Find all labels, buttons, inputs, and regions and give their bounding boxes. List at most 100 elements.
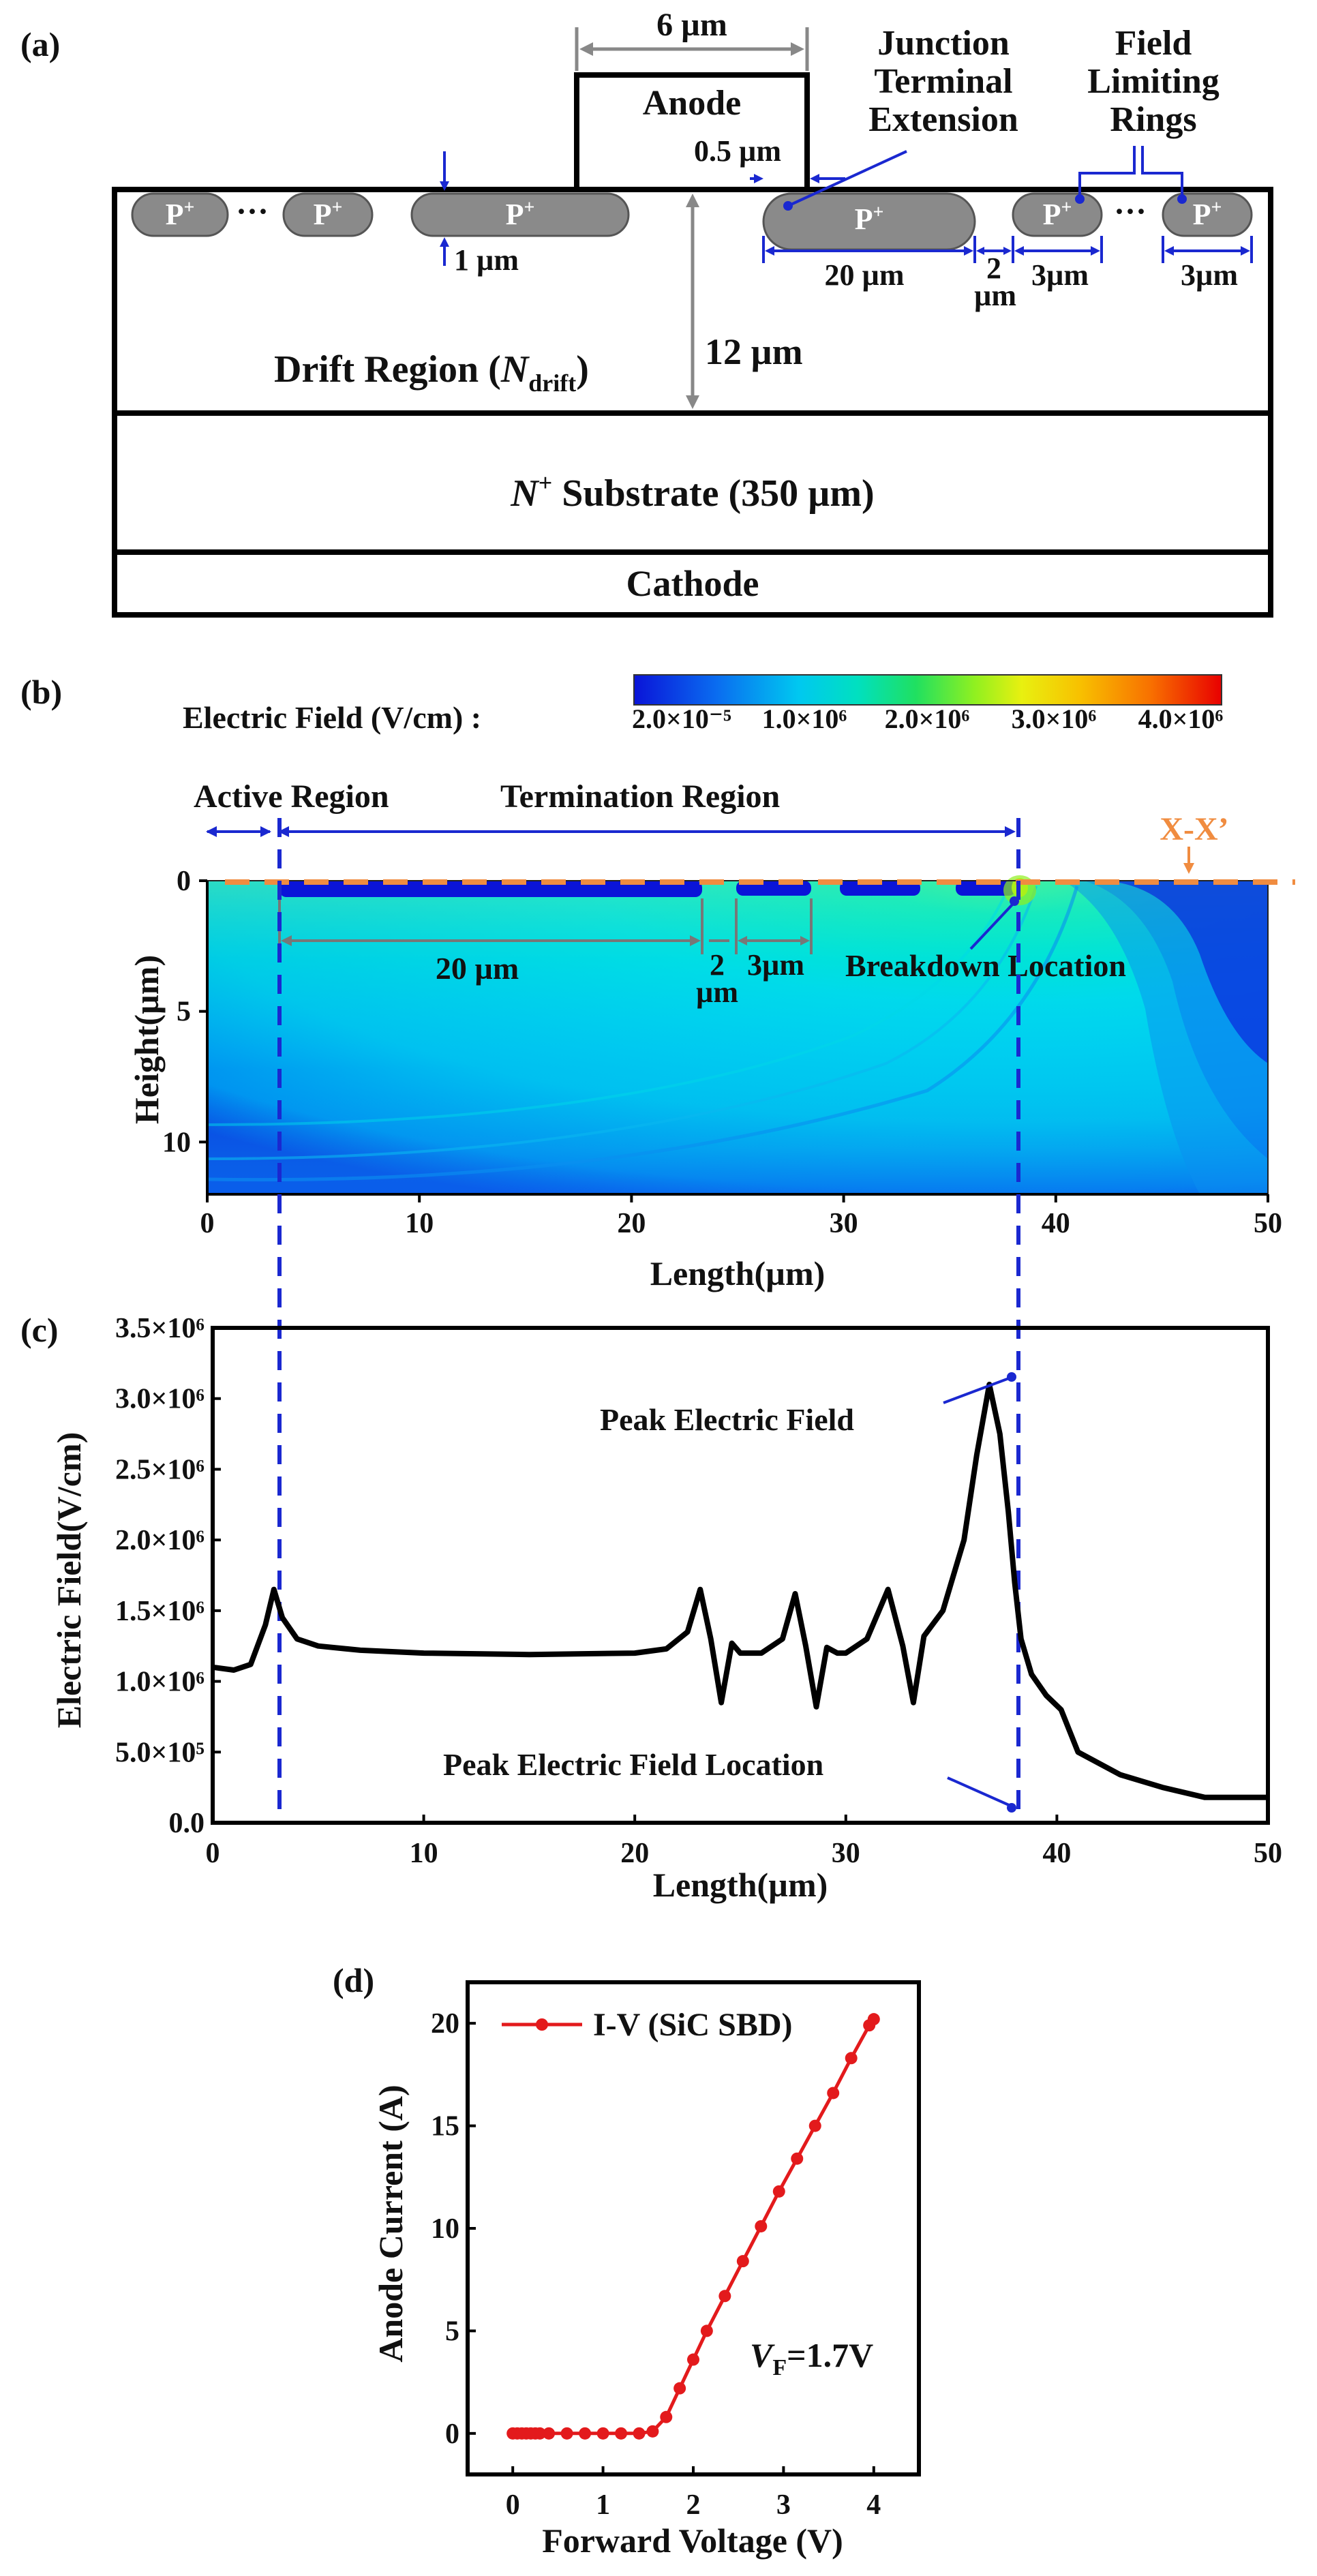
iv-data-point — [867, 2013, 880, 2026]
efield-xtick: 40 — [1042, 1838, 1071, 1869]
iv-data-point — [772, 2185, 785, 2198]
vf-label: VF=1.7V — [750, 2336, 873, 2380]
overlap-label: 0.5 µm — [694, 134, 781, 168]
iv-data-point — [579, 2427, 592, 2440]
jte-width-dimension — [762, 236, 1253, 263]
iv-xtick: 1 — [596, 2489, 610, 2521]
drift-region-label: Drift Region (Ndrift) — [274, 348, 589, 397]
svg-text:P+: P+ — [855, 202, 884, 236]
efield-plot — [212, 1382, 1268, 1800]
colorbar — [633, 674, 1222, 706]
gap-label-line1: 2 — [986, 252, 1001, 285]
anode-width-label: 6 µm — [656, 7, 727, 43]
efield-ytick: 1.5×10⁶ — [115, 1596, 205, 1627]
efield-xtick: 50 — [1254, 1838, 1282, 1869]
field-map-xtick: 10 — [405, 1208, 434, 1239]
svg-text:P+: P+ — [1193, 197, 1222, 231]
cut-line-label: X-X’ — [1160, 811, 1228, 847]
region-markers — [206, 826, 1016, 837]
field-limiting-ring: P+ — [1012, 192, 1103, 237]
cathode-label[interactable]: Cathode — [626, 563, 759, 604]
panel-c-label: (c) — [20, 1311, 59, 1349]
iv-data-point — [633, 2427, 646, 2440]
substrate-label: N+ Substrate (350 µm) — [510, 469, 874, 515]
depth-arrows — [440, 151, 449, 266]
field-map-ytick: 0 — [177, 866, 191, 897]
efield-ylabel: Electric Field(V/cm) — [50, 1432, 88, 1729]
colorbar-title: Electric Field (V/cm) : — [183, 700, 481, 735]
efield-axes: 0 10 20 30 40 50 0.0 5.0×10⁵ 1.0×10⁶ 1.5×10⁶ 2.0×1… — [115, 1313, 1282, 1869]
peak-label: Peak Electric Field — [600, 1402, 854, 1437]
jte-width-label: 20 µm — [824, 258, 904, 292]
colorbar-tick-label: 3.0×10⁶ — [1012, 703, 1097, 734]
overlap-arrows — [750, 174, 845, 183]
peak-location-label: Peak Electric Field Location — [443, 1747, 823, 1782]
efield-ytick: 5.0×10⁵ — [115, 1737, 205, 1768]
efield-xtick: 0 — [206, 1838, 220, 1869]
iv-data-point — [660, 2410, 673, 2423]
peak-location-leader — [947, 1776, 1016, 1813]
termination-region-label: Termination Region — [500, 778, 780, 815]
cut-line-arrow — [1183, 847, 1194, 874]
iv-data-point — [596, 2427, 609, 2440]
active-region-label: Active Region — [194, 778, 389, 815]
field-map-xtick: 0 — [200, 1208, 215, 1239]
iv-xtick: 2 — [686, 2489, 701, 2521]
field-map-xtick: 40 — [1042, 1208, 1070, 1239]
colorbar-tick-label: 2.0×10⁻⁵ — [632, 703, 731, 734]
efield-ytick: 2.5×10⁶ — [115, 1454, 205, 1485]
efield-plot-frame — [211, 1326, 1270, 1825]
iv-ytick: 20 — [431, 2008, 459, 2040]
field-dim-20: 20 µm — [436, 951, 519, 986]
field-dim-2-line1: 2 — [710, 948, 725, 982]
jte-label-line2: Terminal — [874, 62, 1012, 101]
iv-data-point — [560, 2427, 573, 2440]
drift-thickness-dimension — [686, 194, 699, 409]
ring-width-label-1: 3µm — [1031, 258, 1089, 292]
gap-label-line2: µm — [974, 279, 1016, 312]
field-dim-3: 3µm — [747, 948, 804, 982]
efield-xtick: 30 — [832, 1838, 860, 1869]
breakdown-label: Breakdown Location — [845, 948, 1126, 983]
iv-data-point — [700, 2324, 713, 2337]
flr-label-line3: Rings — [1110, 100, 1196, 139]
iv-data-point — [543, 2427, 556, 2440]
colorbar-tick-label: 2.0×10⁶ — [885, 703, 970, 734]
iv-ytick: 15 — [431, 2111, 459, 2142]
panel-d-label: (d) — [333, 1961, 374, 1999]
iv-xtick: 0 — [506, 2489, 520, 2521]
flr-label-line1: Field — [1115, 24, 1192, 63]
iv-data-point — [845, 2052, 858, 2065]
iv-data-point — [687, 2353, 699, 2366]
peak-leader — [943, 1372, 1016, 1404]
iv-axes: 0 1 2 3 4 0 5 10 15 20 — [431, 2008, 881, 2521]
iv-data-point — [673, 2382, 686, 2395]
iv-ylabel: Anode Current (A) — [372, 2085, 410, 2362]
efield-ytick: 3.5×10⁶ — [115, 1313, 205, 1344]
svg-text:P+: P+ — [1043, 197, 1072, 231]
colorbar-tick-label: 1.0×10⁶ — [762, 703, 847, 734]
iv-ytick: 0 — [445, 2419, 459, 2450]
flr-leaders — [1075, 146, 1187, 204]
anode-label: Anode — [643, 84, 741, 123]
field-map-xlabel: Length(µm) — [650, 1254, 826, 1292]
iv-data-point — [808, 2119, 821, 2132]
p-plus-region-main: P+ — [410, 192, 630, 237]
efield-ytick: 1.0×10⁶ — [115, 1667, 205, 1698]
flr-label-line2: Limiting — [1087, 62, 1220, 101]
efield-ytick: 3.0×10⁶ — [115, 1384, 205, 1415]
efield-ytick: 2.0×10⁶ — [115, 1525, 205, 1556]
field-map-ytick: 10 — [162, 1127, 191, 1158]
iv-plot — [506, 2013, 880, 2440]
field-dim-2-line2: µm — [696, 975, 738, 1009]
iv-legend: I-V (SiC SBD) — [502, 2007, 793, 2043]
field-map-axes: 0 10 20 30 40 50 0 5 10 — [162, 866, 1282, 1239]
panel-d: (d) 0 1 2 3 4 0 5 10 15 20 Forward Voltage (V) An… — [333, 1961, 921, 2560]
field-map-xtick: 30 — [830, 1208, 858, 1239]
anode-box[interactable] — [574, 72, 810, 192]
panel-a: (a) P+ ··· P+ P+ P+ P+ ··· — [20, 7, 1273, 618]
anode-width-dimension — [575, 27, 809, 71]
field-map-xtick: 50 — [1254, 1208, 1282, 1239]
jte-region: P+ — [762, 192, 976, 251]
svg-text:P+: P+ — [314, 197, 343, 231]
